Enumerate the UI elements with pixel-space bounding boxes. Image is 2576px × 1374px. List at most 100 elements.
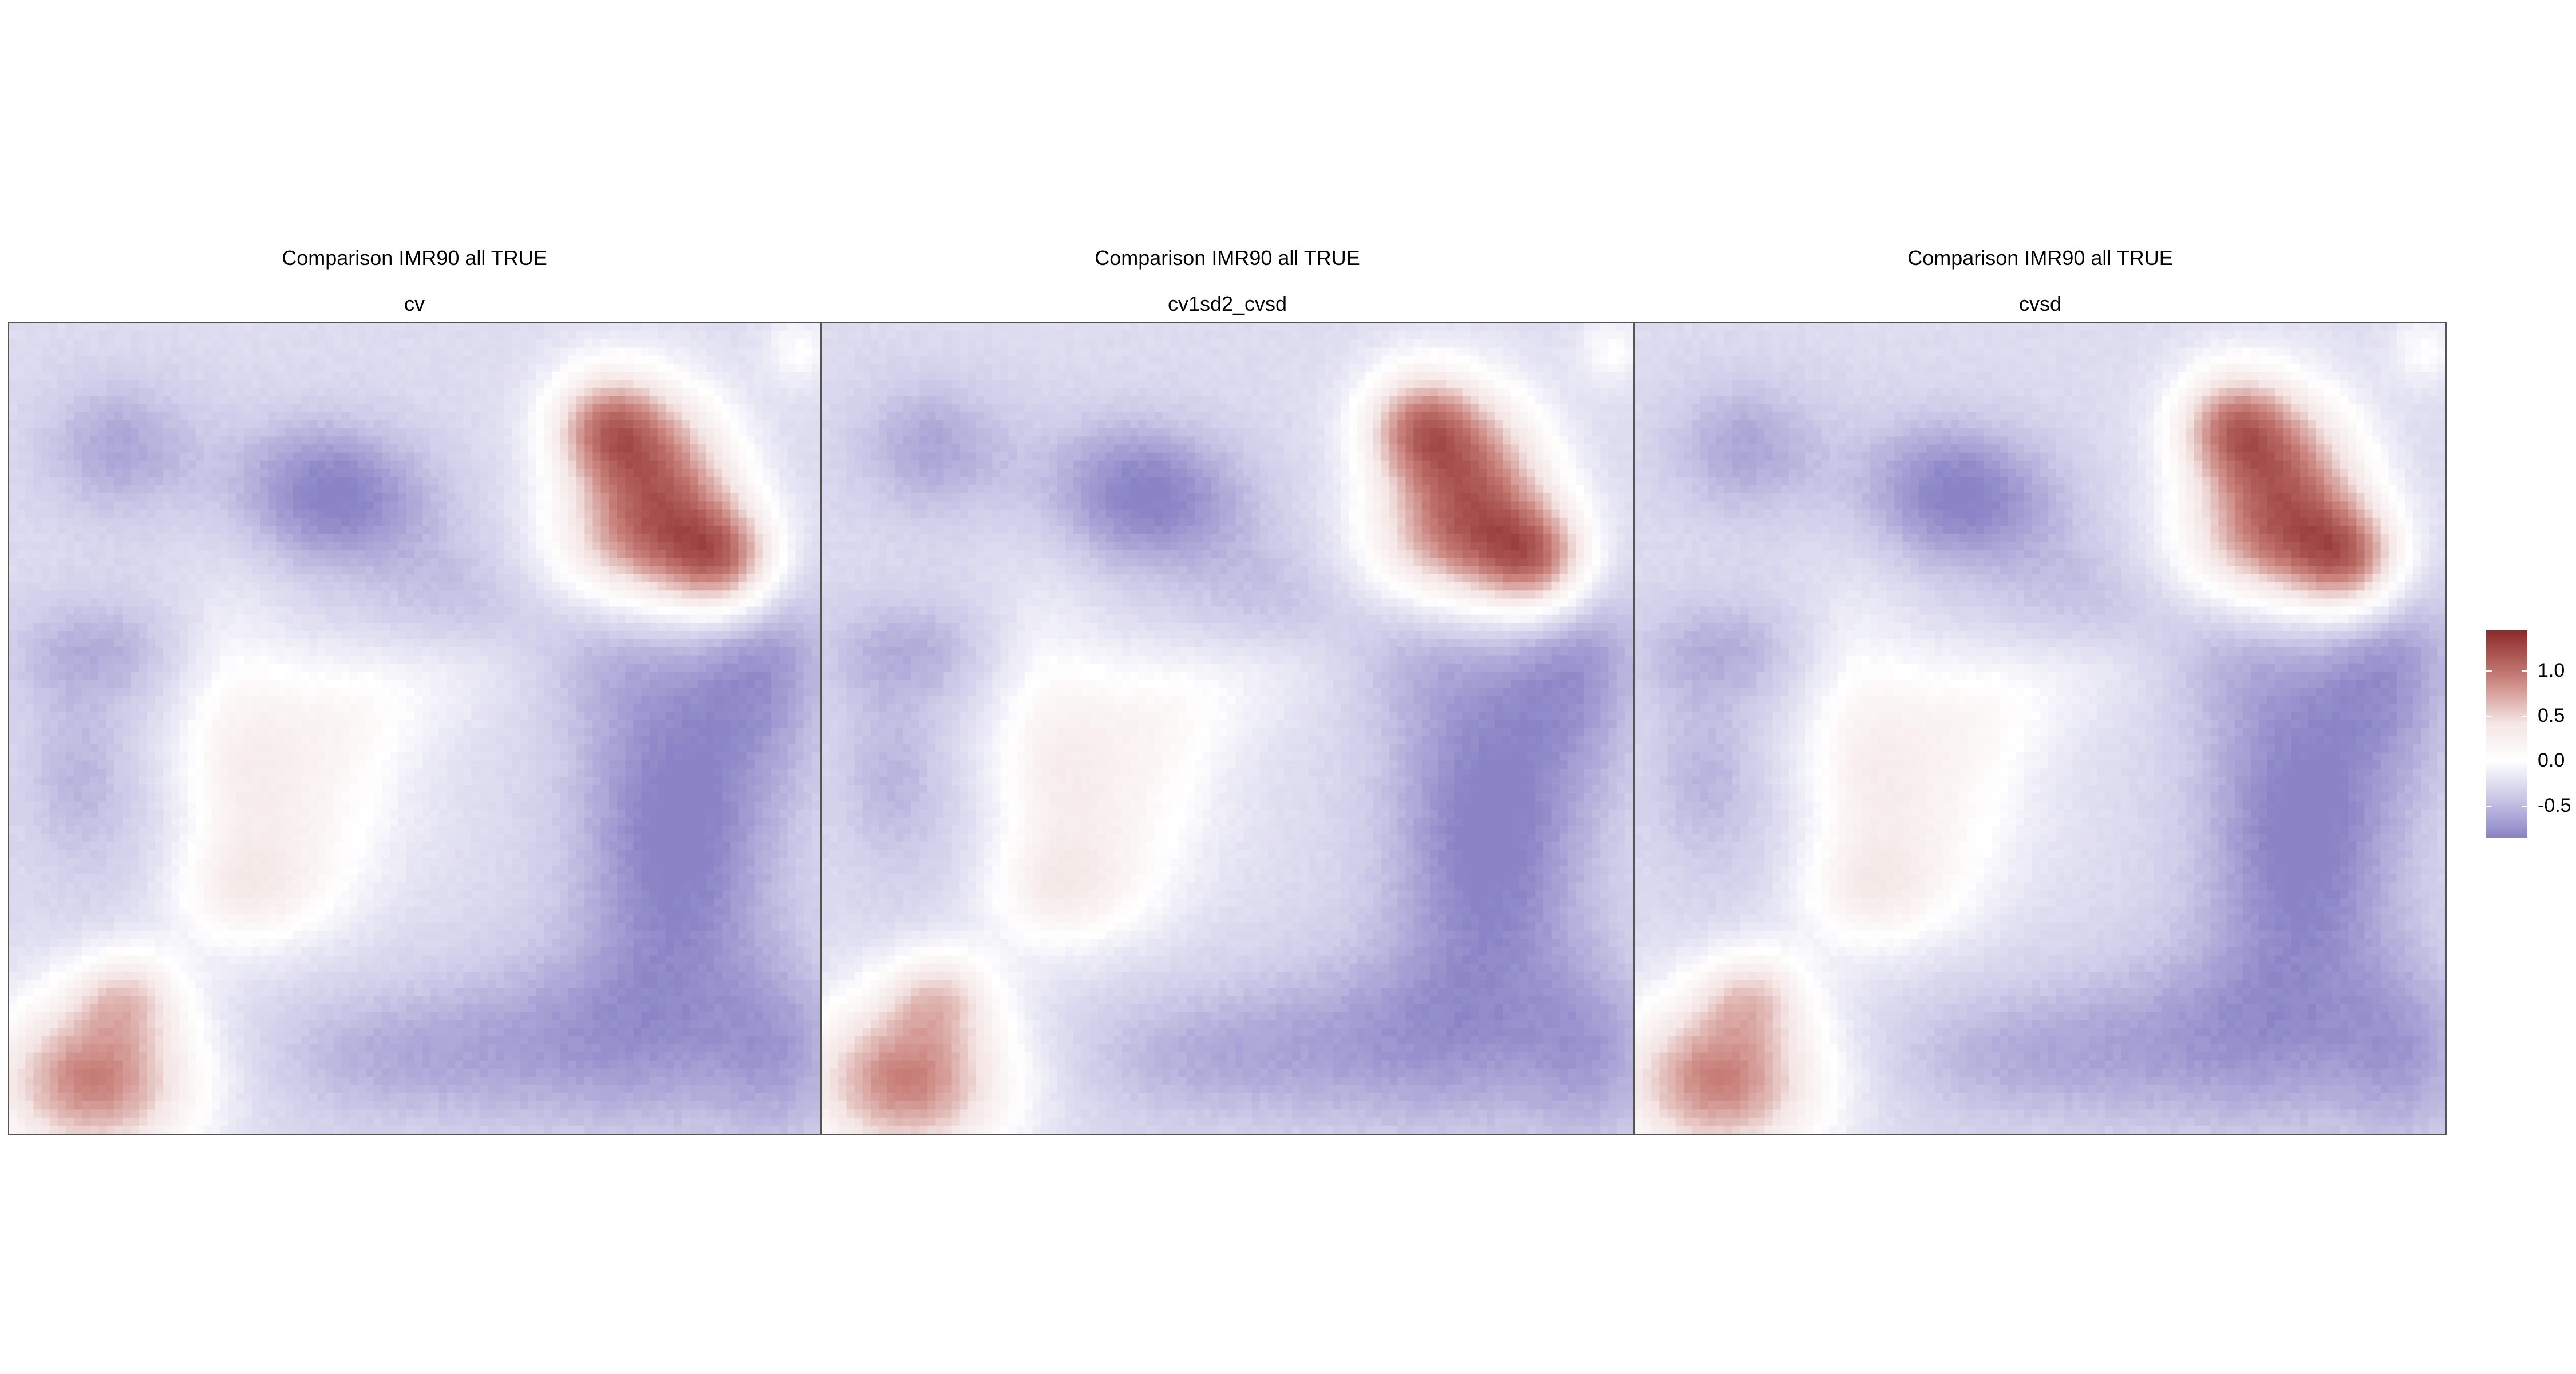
heatmap-cell <box>447 380 456 388</box>
heatmap-cell <box>41 404 50 413</box>
heatmap-cell <box>811 606 820 615</box>
heatmap-cell <box>268 485 277 494</box>
heatmap-cell <box>276 680 286 688</box>
heatmap-cell <box>641 526 650 534</box>
heatmap-cell <box>738 388 748 397</box>
heatmap-cell <box>414 452 423 461</box>
heatmap-cell <box>730 323 740 331</box>
heatmap-cell <box>657 477 666 485</box>
heatmap-cell <box>268 680 277 688</box>
heatmap-cell <box>293 404 302 413</box>
heatmap-cell <box>244 526 253 534</box>
heatmap-cell <box>260 639 269 648</box>
heatmap-cell <box>236 339 245 348</box>
heatmap-cell <box>33 655 42 664</box>
heatmap-cell <box>309 671 318 680</box>
heatmap-cell <box>503 363 512 372</box>
heatmap-cell <box>374 558 383 567</box>
heatmap-cell <box>576 339 586 348</box>
heatmap-cell <box>536 339 545 348</box>
heatmap-cell <box>260 339 269 348</box>
heatmap-cell <box>98 720 107 729</box>
heatmap-cell <box>447 582 456 591</box>
heatmap-cell <box>66 696 74 705</box>
heatmap-cell <box>25 720 34 729</box>
heatmap-cell <box>374 331 383 340</box>
heatmap-cell <box>220 558 229 567</box>
heatmap-cell <box>803 331 812 340</box>
heatmap-cell <box>771 558 780 567</box>
heatmap-cell <box>657 380 666 388</box>
heatmap-cell <box>811 485 820 494</box>
heatmap-cell <box>114 696 123 705</box>
heatmap-cell <box>382 477 391 485</box>
heatmap-cell <box>665 647 674 656</box>
heatmap-cell <box>17 493 26 502</box>
heatmap-cell <box>341 323 350 331</box>
heatmap-cell <box>528 639 537 648</box>
heatmap-cell <box>665 558 674 567</box>
heatmap-cell <box>698 355 707 364</box>
heatmap-cell <box>179 704 188 713</box>
heatmap-cell <box>382 622 391 631</box>
heatmap-cell <box>123 412 132 421</box>
heatmap-cell <box>738 712 748 721</box>
heatmap-cell <box>220 501 229 510</box>
heatmap-cell <box>479 428 488 437</box>
heatmap-cell <box>414 436 423 445</box>
heatmap-cell <box>171 631 180 639</box>
heatmap-cell <box>236 614 245 623</box>
heatmap-cell <box>560 639 569 648</box>
heatmap-cell <box>455 671 464 680</box>
heatmap-cell <box>706 371 715 380</box>
heatmap-cell <box>471 696 480 705</box>
heatmap-cell <box>285 493 294 502</box>
heatmap-cell <box>438 696 448 705</box>
heatmap-cell <box>487 363 496 372</box>
heatmap-cell <box>568 485 577 494</box>
heatmap-cell <box>455 655 464 664</box>
heatmap-cell <box>114 460 123 469</box>
heatmap-cell <box>771 452 780 461</box>
heatmap-cell <box>414 631 423 639</box>
heatmap-cell <box>317 436 326 445</box>
heatmap-cell <box>552 371 561 380</box>
heatmap-cell <box>633 460 642 469</box>
heatmap-cell <box>722 339 731 348</box>
heatmap-cell <box>123 460 132 469</box>
heatmap-cell <box>592 582 602 591</box>
heatmap-cell <box>212 622 220 631</box>
heatmap-cell <box>357 347 366 356</box>
heatmap-cell <box>147 590 156 599</box>
heatmap-cell <box>57 388 66 397</box>
heatmap-cell <box>349 526 358 534</box>
heatmap-cell <box>220 582 229 591</box>
heatmap-cell <box>276 598 286 607</box>
heatmap-cell <box>665 688 674 697</box>
heatmap-cell <box>41 598 50 607</box>
heatmap-cell <box>325 688 334 697</box>
heatmap-cell <box>803 404 812 413</box>
heatmap-cell <box>487 622 496 631</box>
heatmap-cell <box>803 647 812 656</box>
heatmap-cell <box>447 574 456 583</box>
heatmap-cell <box>641 558 650 567</box>
heatmap-cell <box>82 404 91 413</box>
heatmap-cell <box>341 712 350 721</box>
heatmap-cell <box>9 680 18 688</box>
heatmap-cell <box>795 501 804 510</box>
heatmap-cell <box>357 655 366 664</box>
heatmap-cell <box>406 671 415 680</box>
heatmap-cell <box>706 550 715 559</box>
heatmap-cell <box>195 720 204 729</box>
heatmap-cell <box>41 485 50 494</box>
heatmap-cell <box>771 696 780 705</box>
heatmap-cell <box>633 412 642 421</box>
heatmap-cell <box>674 671 682 680</box>
heatmap-cell <box>276 420 286 429</box>
heatmap-cell <box>317 380 326 388</box>
heatmap-cell <box>82 542 91 551</box>
heatmap-cell <box>811 614 820 623</box>
heatmap-cell <box>171 412 180 421</box>
heatmap-cell <box>438 477 448 485</box>
